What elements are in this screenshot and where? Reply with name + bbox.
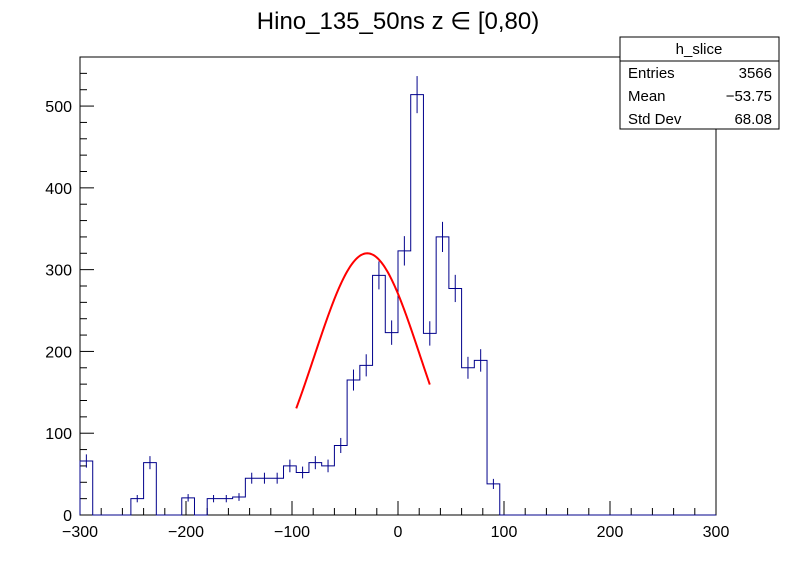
x-tick-label: −300 (62, 524, 98, 541)
gaussian-fit-curve (295, 252, 431, 409)
y-tick-label: 400 (45, 181, 72, 198)
histogram-outline (79, 94, 716, 516)
x-tick-label: −200 (168, 524, 204, 541)
x-axis-tick-labels: −300 −200 −100 0 100 200 300 (62, 524, 729, 541)
stats-box: h_slice Entries 3566 Mean −53.75 Std Dev… (619, 36, 780, 130)
stats-box-name: h_slice (676, 41, 723, 58)
y-axis-ticks (80, 56, 94, 516)
stats-entries-value: 3566 (739, 65, 772, 82)
x-tick-label: 200 (597, 524, 624, 541)
stats-mean-value: −53.75 (726, 88, 772, 105)
stats-box-frame (619, 36, 780, 130)
stats-stddev-value: 68.08 (734, 111, 772, 128)
stats-mean-label: Mean (628, 88, 666, 105)
x-tick-label: 0 (394, 524, 403, 541)
stats-entries-label: Entries (628, 65, 675, 82)
y-tick-label: 0 (63, 508, 72, 525)
x-axis-ticks (79, 501, 717, 515)
x-tick-label: −100 (274, 524, 310, 541)
fit-curve-layer (295, 252, 431, 409)
chart-title: Hino_135_50ns z ∈ [0,80) (257, 8, 539, 35)
y-tick-label: 200 (45, 344, 72, 361)
stats-stddev-label: Std Dev (628, 111, 682, 128)
histogram-series (79, 76, 716, 516)
y-axis-tick-labels: 0 100 200 300 400 500 (45, 99, 72, 525)
y-tick-label: 500 (45, 99, 72, 116)
x-tick-label: 300 (703, 524, 730, 541)
y-tick-label: 300 (45, 263, 72, 280)
y-tick-label: 100 (45, 426, 72, 443)
x-tick-label: 100 (491, 524, 518, 541)
